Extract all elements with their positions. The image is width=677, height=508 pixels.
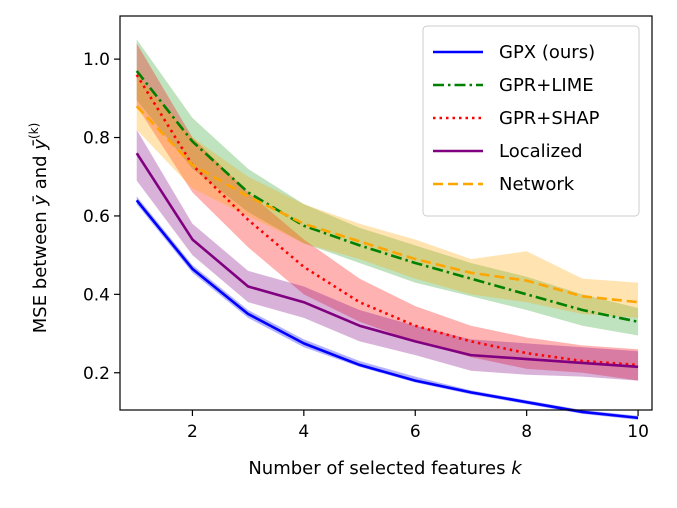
band-series-3 xyxy=(136,129,639,381)
band-series-0 xyxy=(136,196,639,420)
y-axis-label: MSE between ȳ and ȳ(k) xyxy=(27,123,51,334)
legend-label-0: GPX (ours) xyxy=(499,42,595,63)
x-tick-label-4: 10 xyxy=(627,422,649,442)
x-tick-label-3: 8 xyxy=(521,422,532,442)
series-lines xyxy=(135,70,639,420)
x-axis-ticks: 2 4 6 8 10 xyxy=(187,410,649,442)
x-tick-label-0: 2 xyxy=(187,422,198,442)
legend-label-4: Network xyxy=(499,174,575,195)
legend-label-3: Localized xyxy=(499,141,583,162)
y-tick-label-4: 1.0 xyxy=(83,50,110,70)
band-series-4 xyxy=(136,74,639,318)
x-axis-label: Number of selected features k xyxy=(248,458,523,479)
band-series-1 xyxy=(136,39,639,336)
y-axis-ticks: 0.2 0.4 0.6 0.8 1.0 xyxy=(83,50,120,384)
line-series-3 xyxy=(135,152,639,369)
legend-label-1: GPR+LIME xyxy=(499,75,594,96)
y-tick-label-3: 0.8 xyxy=(83,129,110,149)
legend: GPX (ours) GPR+LIME GPR+SHAP Localized Netwo… xyxy=(422,25,640,217)
x-tick-label-1: 4 xyxy=(298,422,309,442)
legend-label-2: GPR+SHAP xyxy=(499,108,600,129)
x-tick-label-2: 6 xyxy=(410,422,421,442)
legend-box xyxy=(422,25,640,217)
line-series-0 xyxy=(135,199,639,420)
axes-frame xyxy=(119,15,653,411)
y-tick-label-2: 0.6 xyxy=(83,207,110,227)
plot-area xyxy=(135,39,639,420)
line-series-4 xyxy=(135,105,639,304)
y-tick-label-0: 0.2 xyxy=(83,364,110,384)
line-series-2 xyxy=(135,74,639,367)
y-tick-label-1: 0.4 xyxy=(83,285,110,305)
